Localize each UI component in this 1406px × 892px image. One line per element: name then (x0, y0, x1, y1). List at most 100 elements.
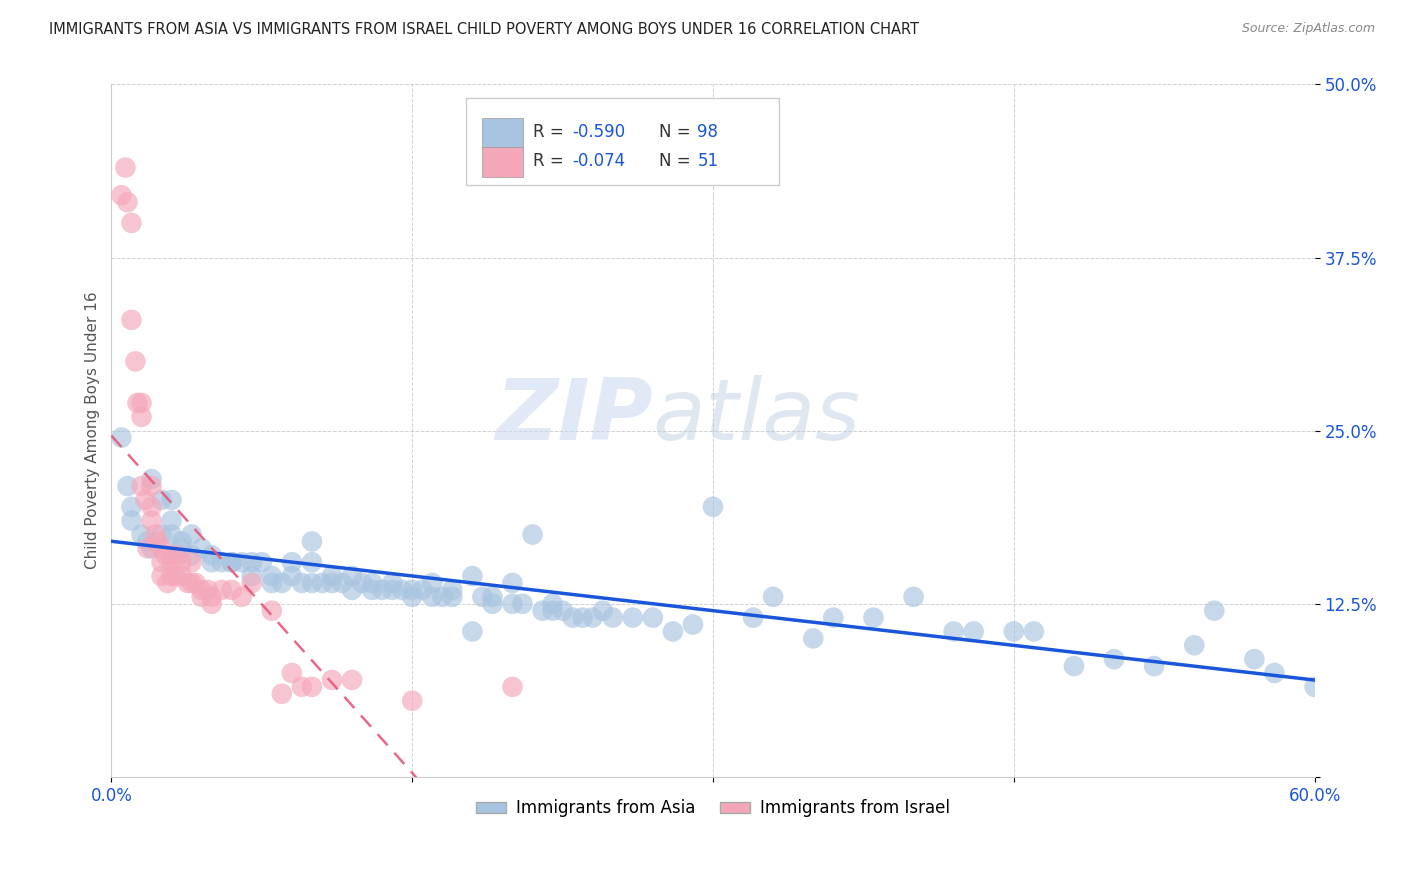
Point (461, 624, 484, 639)
Text: N =: N = (659, 153, 696, 170)
Point (361, 576, 384, 591)
Point (131, 479, 153, 493)
Point (592, 604, 614, 618)
Point (501, 576, 523, 591)
Point (180, 527, 202, 541)
Point (180, 549, 202, 563)
Point (742, 610, 765, 624)
Point (441, 582, 464, 597)
Text: ZIP: ZIP (495, 376, 652, 458)
Point (150, 527, 173, 541)
Point (121, 313, 143, 327)
Point (361, 582, 384, 597)
Point (165, 569, 187, 583)
Point (541, 597, 564, 611)
Point (270, 687, 292, 701)
Text: N =: N = (659, 122, 696, 141)
Point (160, 555, 183, 569)
Point (281, 665, 304, 680)
Point (1182, 638, 1205, 652)
Point (291, 680, 314, 694)
Point (481, 597, 503, 611)
Point (340, 569, 363, 583)
Point (231, 555, 253, 569)
Point (136, 541, 159, 556)
Point (190, 590, 212, 604)
Point (170, 541, 193, 556)
Point (501, 680, 523, 694)
Point (201, 549, 224, 563)
Point (117, 195, 139, 210)
Point (221, 555, 243, 569)
Point (281, 555, 304, 569)
Text: Source: ZipAtlas.com: Source: ZipAtlas.com (1241, 22, 1375, 36)
Point (481, 590, 503, 604)
Point (441, 590, 464, 604)
Point (1143, 659, 1166, 673)
Text: IMMIGRANTS FROM ASIA VS IMMIGRANTS FROM ISRAEL CHILD POVERTY AMONG BOYS UNDER 16: IMMIGRANTS FROM ASIA VS IMMIGRANTS FROM … (49, 22, 920, 37)
Point (150, 555, 173, 569)
Point (201, 555, 224, 569)
Point (541, 604, 564, 618)
Point (352, 576, 374, 591)
Point (260, 604, 283, 618)
Point (221, 582, 243, 597)
Point (823, 610, 845, 624)
Point (156, 576, 179, 591)
Point (240, 555, 263, 569)
Point (121, 216, 143, 230)
Point (134, 492, 156, 507)
Point (117, 479, 139, 493)
Point (1002, 624, 1025, 639)
Point (190, 541, 212, 556)
Point (250, 555, 273, 569)
Point (512, 597, 534, 611)
Text: -0.590: -0.590 (572, 122, 626, 141)
FancyBboxPatch shape (467, 98, 779, 185)
Point (401, 590, 423, 604)
Point (551, 604, 574, 618)
Point (471, 590, 494, 604)
Point (561, 610, 583, 624)
Point (150, 541, 173, 556)
Point (121, 514, 143, 528)
Point (110, 188, 132, 202)
Point (432, 590, 454, 604)
Point (160, 569, 183, 583)
Point (231, 590, 253, 604)
Point (501, 597, 523, 611)
Point (180, 576, 202, 591)
Point (330, 576, 353, 591)
Text: 98: 98 (697, 122, 718, 141)
Point (1204, 604, 1226, 618)
Point (641, 610, 664, 624)
Point (155, 549, 177, 563)
Text: atlas: atlas (652, 376, 860, 458)
Point (762, 590, 785, 604)
Point (903, 590, 925, 604)
Point (1263, 665, 1285, 680)
Point (160, 527, 183, 541)
Point (114, 161, 136, 175)
Point (531, 604, 554, 618)
Point (197, 582, 219, 597)
Point (461, 569, 484, 583)
Point (180, 555, 202, 569)
Point (662, 624, 685, 639)
Point (160, 492, 183, 507)
Point (201, 590, 224, 604)
Point (150, 569, 173, 583)
Point (160, 549, 183, 563)
Point (381, 582, 404, 597)
Point (301, 555, 323, 569)
Y-axis label: Child Poverty Among Boys Under 16: Child Poverty Among Boys Under 16 (86, 292, 100, 569)
Point (1303, 680, 1326, 694)
Point (170, 569, 193, 583)
Point (201, 597, 224, 611)
Text: 51: 51 (697, 153, 718, 170)
Point (281, 569, 304, 583)
FancyBboxPatch shape (482, 147, 523, 177)
Point (420, 576, 443, 591)
Point (401, 582, 423, 597)
Point (141, 514, 163, 528)
